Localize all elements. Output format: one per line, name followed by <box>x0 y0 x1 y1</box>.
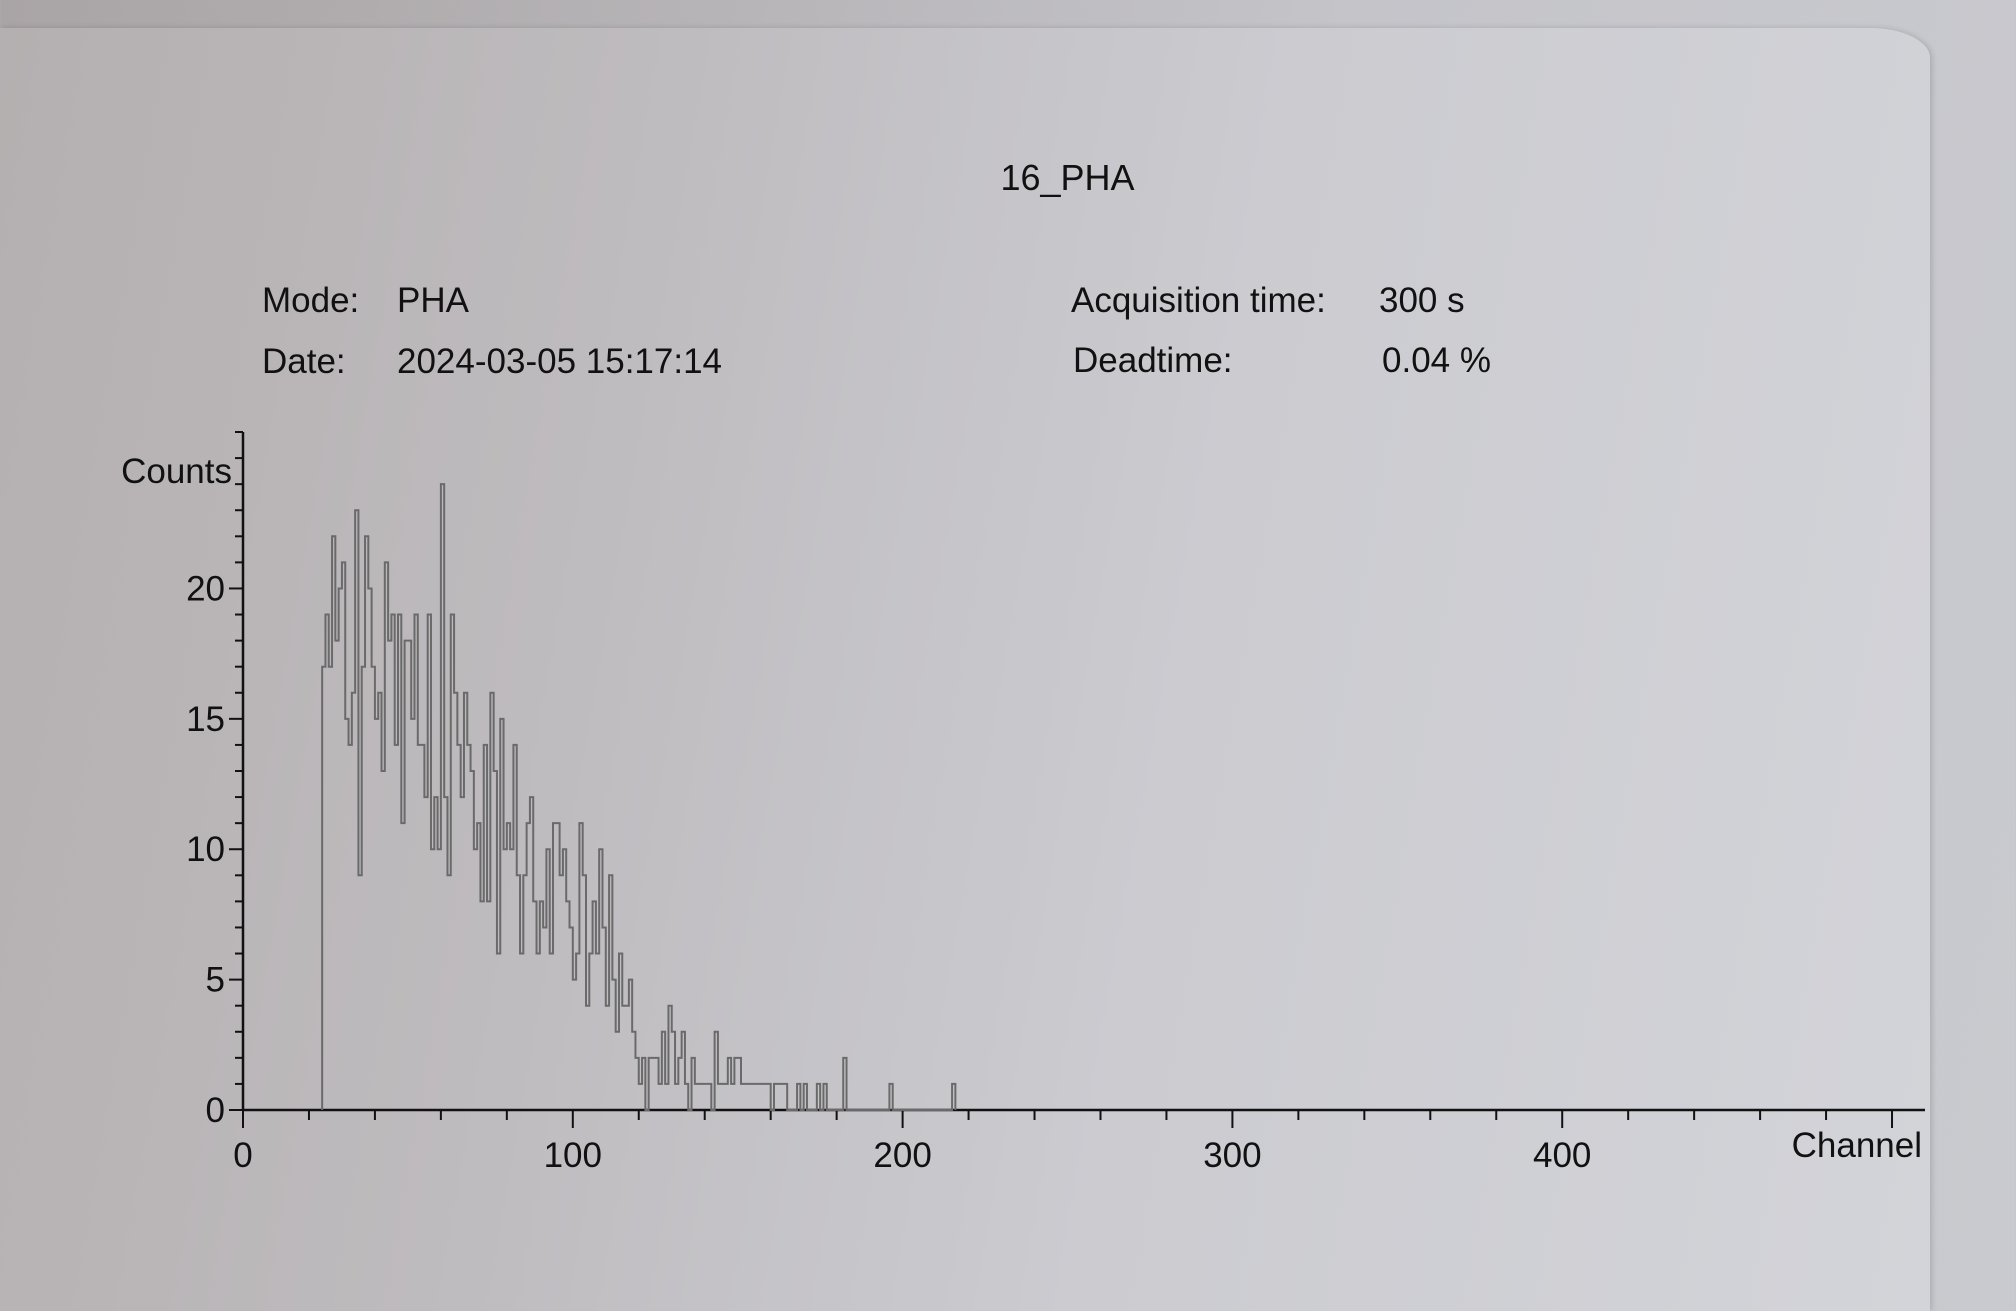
x-tick-label: 300 <box>1203 1136 1261 1175</box>
date-label: Date: <box>262 342 346 381</box>
x-tick-label: 0 <box>233 1136 252 1175</box>
deadtime-label: Deadtime: <box>1073 341 1233 380</box>
y-tick-label: 10 <box>186 830 225 869</box>
acquisition-time-value: 300 s <box>1379 281 1465 320</box>
x-axis-label: Channel <box>1792 1126 1922 1165</box>
y-tick-label: 5 <box>206 961 225 1000</box>
y-tick-label: 0 <box>206 1091 225 1130</box>
y-tick-label: 20 <box>186 569 225 608</box>
x-tick-label: 200 <box>873 1136 931 1175</box>
acquisition-time-label: Acquisition time: <box>1071 281 1326 320</box>
date-value: 2024-03-05 15:17:14 <box>397 342 722 381</box>
y-axis-label: Counts <box>121 452 232 491</box>
mode-label: Mode: <box>262 281 360 320</box>
x-tick-label: 100 <box>544 1136 602 1175</box>
histogram-series-line <box>321 483 957 1111</box>
y-tick-label: 15 <box>186 700 225 739</box>
mode-value: PHA <box>397 281 469 320</box>
x-tick-label: 400 <box>1533 1136 1591 1175</box>
chart-title: 16_PHA <box>1000 157 1135 198</box>
deadtime-value: 0.04 % <box>1382 341 1491 380</box>
